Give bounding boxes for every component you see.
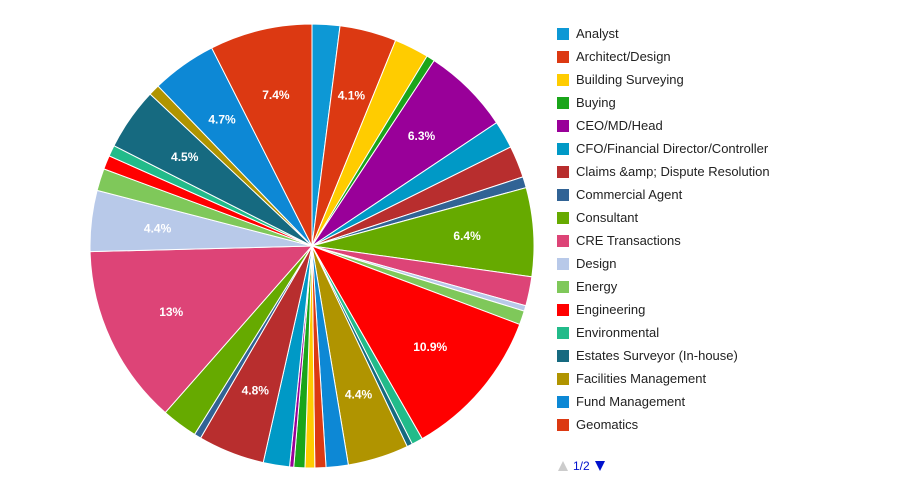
legend-swatch	[557, 50, 569, 63]
legend-item[interactable]: Buying	[557, 91, 770, 114]
legend-label: Commercial Agent	[576, 187, 683, 202]
legend-swatch	[557, 119, 569, 132]
legend-item[interactable]: Consultant	[557, 206, 770, 229]
slice-label: 4.5%	[171, 150, 199, 164]
legend-item[interactable]: CFO/Financial Director/Controller	[557, 137, 770, 160]
legend-swatch	[557, 418, 569, 431]
slice-label: 10.9%	[413, 340, 447, 354]
legend-item[interactable]: Geomatics	[557, 413, 770, 436]
legend-label: Consultant	[576, 210, 639, 225]
legend-item[interactable]: Design	[557, 252, 770, 275]
legend-item[interactable]: Architect/Design	[557, 45, 770, 68]
legend-label: CEO/MD/Head	[576, 118, 663, 133]
legend-swatch	[557, 27, 569, 40]
slice-label: 6.4%	[453, 229, 481, 243]
legend-label: Buying	[576, 95, 616, 110]
legend-swatch	[557, 165, 569, 178]
legend-swatch	[557, 326, 569, 339]
legend-swatch	[557, 96, 569, 109]
page-indicator: 1/2	[573, 459, 590, 473]
legend-label: Building Surveying	[576, 72, 684, 87]
slice-label: 7.4%	[262, 88, 290, 102]
legend-swatch	[557, 395, 569, 408]
legend-label: Geomatics	[576, 417, 639, 432]
legend-swatch	[557, 142, 569, 155]
legend-item[interactable]: Environmental	[557, 321, 770, 344]
legend-item[interactable]: Claims &amp; Dispute Resolution	[557, 160, 770, 183]
legend-item[interactable]: Estates Surveyor (In-house)	[557, 344, 770, 367]
slice-label: 13%	[159, 305, 183, 319]
legend-swatch	[557, 303, 569, 316]
legend-item[interactable]: Facilities Management	[557, 367, 770, 390]
slice-label: 4.1%	[338, 89, 366, 103]
pie-slice[interactable]	[89, 245, 314, 414]
legend-label: Energy	[576, 279, 618, 294]
pie-slice[interactable]	[211, 23, 313, 247]
legend-label: Estates Surveyor (In-house)	[576, 348, 738, 363]
legend-item[interactable]: CEO/MD/Head	[557, 114, 770, 137]
pie-slice[interactable]	[310, 245, 521, 440]
slice-label: 4.4%	[144, 221, 172, 235]
legend-label: CRE Transactions	[576, 233, 681, 248]
legend-item[interactable]: Commercial Agent	[557, 183, 770, 206]
previous-page-icon[interactable]	[557, 460, 569, 472]
legend-item[interactable]: Energy	[557, 275, 770, 298]
legend-label: Architect/Design	[576, 49, 671, 64]
legend-label: CFO/Financial Director/Controller	[576, 141, 769, 156]
legend-item[interactable]: Fund Management	[557, 390, 770, 413]
legend-item[interactable]: Building Surveying	[557, 68, 770, 91]
legend-label: Claims &amp; Dispute Resolution	[576, 164, 770, 179]
legend-label: Analyst	[576, 26, 619, 41]
legend-swatch	[557, 257, 569, 270]
legend-swatch	[557, 73, 569, 86]
legend-swatch	[557, 234, 569, 247]
legend-item[interactable]: Analyst	[557, 22, 770, 45]
legend-swatch	[557, 188, 569, 201]
legend-swatch	[557, 211, 569, 224]
legend-swatch	[557, 280, 569, 293]
slice-label: 4.7%	[208, 112, 236, 126]
legend-pager: 1/2	[557, 459, 606, 473]
next-page-icon[interactable]	[594, 460, 606, 472]
slice-label: 4.8%	[242, 384, 270, 398]
legend-label: Facilities Management	[576, 371, 707, 386]
legend-label: Fund Management	[576, 394, 686, 409]
legend-label: Design	[576, 256, 617, 271]
legend-swatch	[557, 372, 569, 385]
slice-label: 4.4%	[345, 387, 373, 401]
legend: Analyst Architect/Design Building Surveyin…	[557, 22, 770, 436]
legend-label: Environmental	[576, 325, 660, 340]
slice-label: 6.3%	[408, 129, 436, 143]
legend-item[interactable]: Engineering	[557, 298, 770, 321]
legend-item[interactable]: CRE Transactions	[557, 229, 770, 252]
legend-label: Engineering	[576, 302, 646, 317]
legend-swatch	[557, 349, 569, 362]
